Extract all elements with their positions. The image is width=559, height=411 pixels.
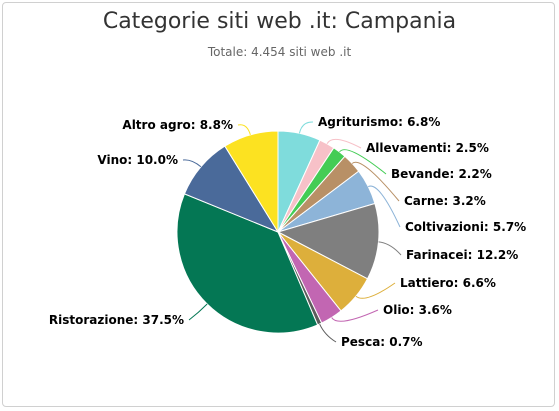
connector-carne [351,161,400,202]
data-label-allevamenti: Allevamenti: 2.5% [366,141,489,155]
connector-agriturismo [298,121,314,134]
connector-pesca [319,323,337,343]
data-label-carne: Carne: 3.2% [404,194,486,208]
pie-slice-ristorazione[interactable] [176,193,319,334]
connector-allevamenti [326,138,362,149]
data-label-olio: Olio: 3.6% [383,303,452,317]
connector-farinacei [378,241,402,256]
pie-slice-farinacei[interactable] [276,202,380,280]
pie-slice-altro-agro[interactable] [224,130,279,234]
connector-coltivazioni [368,185,401,228]
connector-olio [331,309,379,322]
data-label-lattiero: Lattiero: 6.6% [400,276,496,290]
connector-bevande [339,149,387,175]
connector-ristorazione [188,303,208,321]
data-label-bevande: Bevande: 2.2% [391,167,492,181]
data-label-pesca: Pesca: 0.7% [341,335,423,349]
connector-vino [182,159,202,168]
data-label-ristorazione: Ristorazione: 37.5% [49,313,184,327]
chart-subtitle: Totale: 4.454 siti web .it [207,45,352,59]
connector-lattiero [355,282,396,299]
data-label-coltivazioni: Coltivazioni: 5.7% [405,220,526,234]
connector-altro-agro [237,124,251,135]
data-label-vino: Vino: 10.0% [97,153,178,167]
data-label-agriturismo: Agriturismo: 6.8% [318,115,440,129]
data-label-altro-agro: Altro agro: 8.8% [122,118,233,132]
chart-title: Categorie siti web .it: Campania [102,9,457,34]
data-label-farinacei: Farinacei: 12.2% [406,248,518,262]
